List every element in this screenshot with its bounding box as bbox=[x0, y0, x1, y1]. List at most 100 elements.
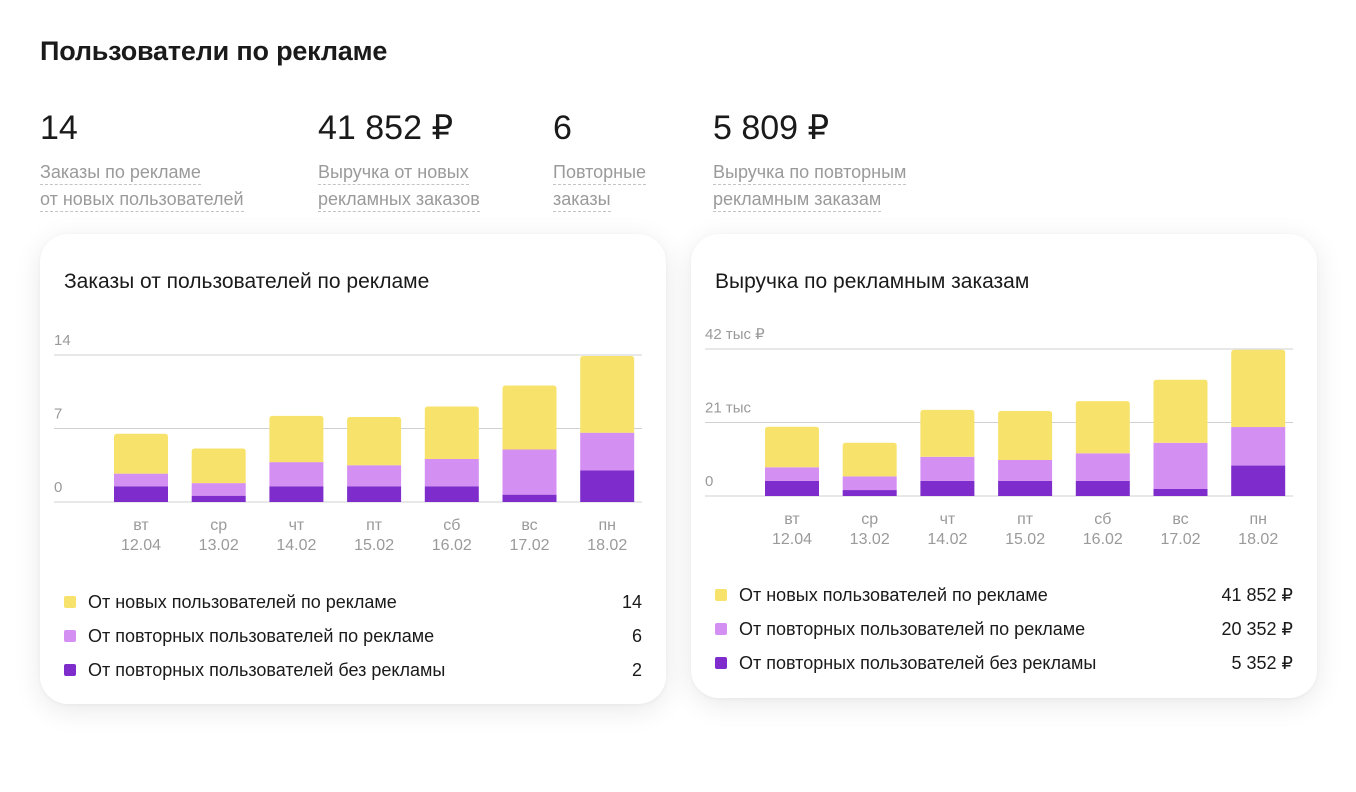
bar-segment bbox=[580, 470, 635, 502]
metric-label-line: рекламным заказам bbox=[713, 187, 882, 212]
y-tick-label: 21 тыс bbox=[705, 400, 752, 417]
legend-label: От повторных пользователей без рекламы bbox=[739, 652, 1097, 673]
legend-item-repeat-ad[interactable]: От повторных пользователей по рекламе 6 bbox=[64, 619, 642, 653]
x-tick-label: 12.04 bbox=[772, 531, 812, 548]
metric-label[interactable]: Повторные заказы bbox=[553, 160, 647, 212]
legend-value: 41 852 ₽ bbox=[1221, 584, 1293, 605]
x-tick-label: вс bbox=[521, 517, 537, 534]
bar-segment bbox=[580, 432, 635, 471]
bar-segment bbox=[1153, 442, 1208, 489]
bar-segment bbox=[347, 465, 402, 487]
bar-segment bbox=[191, 495, 246, 502]
x-tick-label: пт bbox=[366, 517, 383, 534]
legend-swatch bbox=[64, 664, 76, 676]
x-tick-label: вс bbox=[1172, 511, 1188, 528]
x-tick-label: чт bbox=[289, 517, 305, 534]
bar-segment bbox=[269, 486, 324, 502]
metric-label-line: от новых пользователей bbox=[40, 187, 244, 212]
y-tick-label: 7 bbox=[54, 406, 62, 423]
x-tick-label: 14.02 bbox=[927, 531, 967, 548]
bar-segment bbox=[1075, 480, 1130, 496]
bar-segment bbox=[920, 480, 975, 496]
chart-title: Выручка по рекламным заказам bbox=[715, 270, 1030, 293]
metric-value: 6 bbox=[553, 109, 572, 147]
legend-item-repeat-no-ad[interactable]: От повторных пользователей без рекламы 2 bbox=[64, 653, 642, 687]
bar-segment bbox=[920, 456, 975, 481]
x-tick-label: 17.02 bbox=[509, 537, 549, 554]
bar-segment bbox=[842, 490, 897, 496]
bar-segment bbox=[1153, 379, 1208, 443]
metric-label[interactable]: Заказы по рекламе от новых пользователей bbox=[40, 160, 244, 212]
legend-label: От повторных пользователей без рекламы bbox=[88, 659, 446, 680]
metric-value: 14 bbox=[40, 109, 78, 147]
x-tick-label: вт bbox=[133, 517, 149, 534]
bar-segment bbox=[347, 486, 402, 502]
legend-swatch bbox=[715, 657, 727, 669]
x-tick-label: 14.02 bbox=[276, 537, 316, 554]
x-tick-label: пт bbox=[1017, 511, 1034, 528]
metric-label[interactable]: Выручка по повторным рекламным заказам bbox=[713, 160, 907, 212]
bar-segment bbox=[114, 433, 168, 474]
bar-segment bbox=[765, 480, 819, 496]
bar-segment bbox=[998, 459, 1053, 481]
legend-swatch bbox=[64, 596, 76, 608]
bar-segment bbox=[424, 458, 479, 487]
legend-item-new[interactable]: От новых пользователей по рекламе 41 852… bbox=[715, 578, 1293, 612]
bar-segment bbox=[502, 449, 557, 495]
legend-value: 14 bbox=[621, 591, 642, 612]
x-tick-label: чт bbox=[940, 511, 956, 528]
page-title: Пользователи по рекламе bbox=[40, 36, 388, 66]
legend-swatch bbox=[715, 589, 727, 601]
revenue-chart: 0 21 тыс 42 тыс ₽ вт 12.04 ср 13.02 чт 14.02 пт 15… bbox=[705, 326, 1293, 548]
metric-repeat-orders: 6 Повторные заказы bbox=[553, 108, 647, 214]
chart-legend: От новых пользователей по рекламе 14 От … bbox=[64, 585, 642, 687]
y-tick-label: 0 bbox=[54, 479, 62, 496]
bar-segment bbox=[842, 442, 897, 477]
x-tick-label: пн bbox=[1249, 511, 1267, 528]
bar-segment bbox=[1231, 349, 1286, 428]
bar-segment bbox=[502, 385, 557, 450]
bar-segment bbox=[269, 415, 324, 463]
bar-segment bbox=[269, 462, 324, 487]
legend-swatch bbox=[715, 623, 727, 635]
bar-segment bbox=[114, 473, 168, 487]
orders-chart: 0 7 14 вт 12.04 ср 13.02 чт 14.02 пт 15.02 сб 16.02 в… bbox=[54, 332, 642, 554]
chart-legend: От новых пользователей по рекламе 41 852… bbox=[715, 578, 1293, 680]
bar-segment bbox=[1075, 401, 1130, 454]
bar-segment bbox=[580, 356, 635, 433]
revenue-chart-card: Выручка по рекламным заказам 0 21 тыс 42 т… bbox=[691, 234, 1317, 698]
x-tick-label: пн bbox=[598, 517, 616, 534]
bar-segment bbox=[424, 406, 479, 459]
chart-title: Заказы от пользователей по рекламе bbox=[64, 270, 430, 293]
metric-label-line: Выручка по повторным bbox=[713, 160, 907, 185]
metric-label-line: заказы bbox=[553, 187, 611, 212]
metric-label-line: Выручка от новых bbox=[318, 160, 469, 185]
bar-segment bbox=[920, 409, 975, 457]
x-tick-label: 15.02 bbox=[1005, 531, 1045, 548]
bar-segment bbox=[114, 486, 168, 502]
x-tick-label: сб bbox=[1094, 511, 1111, 528]
metric-repeat-revenue: 5 809 ₽ Выручка по повторным рекламным з… bbox=[713, 108, 907, 214]
x-tick-label: ср bbox=[861, 511, 878, 528]
x-tick-label: 18.02 bbox=[587, 537, 627, 554]
bar-segment bbox=[1153, 489, 1208, 496]
metric-label-line: Заказы по рекламе bbox=[40, 160, 201, 185]
legend-label: От новых пользователей по рекламе bbox=[88, 591, 397, 612]
bar-segment bbox=[191, 483, 246, 496]
metric-label-line: Повторные bbox=[553, 160, 647, 185]
bar-segment bbox=[424, 486, 479, 502]
metric-new-ad-orders: 14 Заказы по рекламе от новых пользовате… bbox=[40, 108, 244, 214]
bar-segment bbox=[1231, 465, 1286, 496]
legend-item-new[interactable]: От новых пользователей по рекламе 14 bbox=[64, 585, 642, 619]
metric-value: 5 809 ₽ bbox=[713, 109, 830, 147]
orders-chart-card: Заказы от пользователей по рекламе 0 7 14 в… bbox=[40, 234, 666, 704]
x-tick-label: 13.02 bbox=[850, 531, 890, 548]
legend-value: 5 352 ₽ bbox=[1231, 652, 1294, 673]
legend-item-repeat-no-ad[interactable]: От повторных пользователей без рекламы 5… bbox=[715, 646, 1293, 680]
metric-label[interactable]: Выручка от новых рекламных заказов bbox=[318, 160, 480, 212]
bar-segment bbox=[502, 494, 557, 502]
legend-item-repeat-ad[interactable]: От повторных пользователей по рекламе 20… bbox=[715, 612, 1293, 646]
x-tick-label: 13.02 bbox=[199, 537, 239, 554]
metric-new-ad-revenue: 41 852 ₽ Выручка от новых рекламных зака… bbox=[318, 108, 480, 214]
legend-label: От новых пользователей по рекламе bbox=[739, 584, 1048, 605]
